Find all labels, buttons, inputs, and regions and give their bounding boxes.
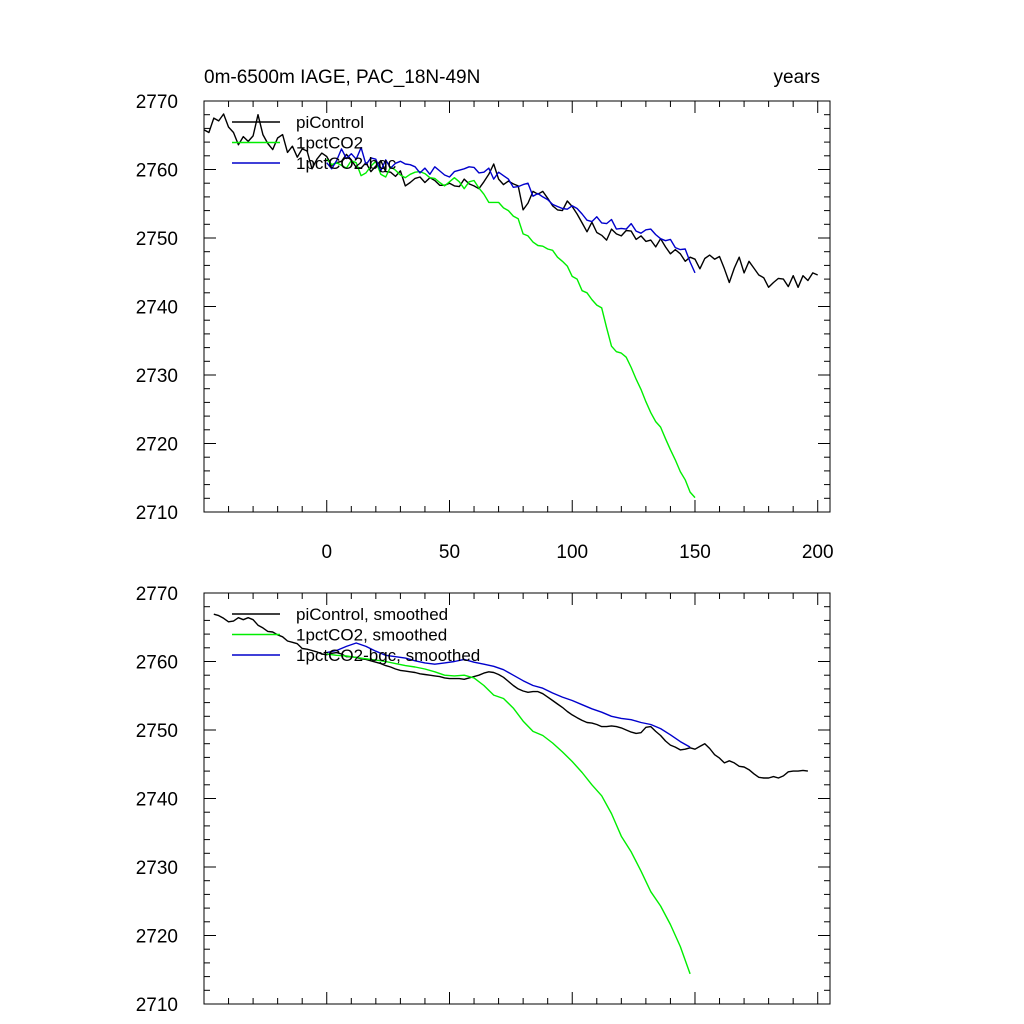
x-tick-label: 50 xyxy=(439,542,460,563)
y-tick-label: 2770 xyxy=(136,584,178,605)
y-tick-label: 2750 xyxy=(136,721,178,742)
series-line-1pctco2-smoothed xyxy=(326,653,691,975)
y-tick-label: 2760 xyxy=(136,653,178,674)
series-line-picontrol-smoothed xyxy=(213,613,808,779)
legend-label-1pctco2-smoothed: 1pctCO2, smoothed xyxy=(296,626,447,645)
bottom-panel: 2710 2720 2730 2740 2750 2760 2770 piControl, s… xyxy=(136,584,831,1016)
y-tick-label: 2710 xyxy=(136,503,178,524)
x-tick-label: 150 xyxy=(679,542,711,563)
legend-label-1pctco2-bgc-smoothed: 1pctCO2-bgc, smoothed xyxy=(296,646,480,665)
top-panel: 2710 2720 2730 2740 2750 2760 2770 0 50 100 150 200… xyxy=(136,67,834,563)
y-tick-label: 2720 xyxy=(136,435,178,456)
series-line-1pctco2 xyxy=(326,158,696,499)
x-tick-label: 0 xyxy=(321,542,332,563)
y-tick-label: 2750 xyxy=(136,229,178,250)
y-tick-label: 2720 xyxy=(136,927,178,948)
y-tick-label: 2740 xyxy=(136,790,178,811)
series-line-1pctco2-bgc xyxy=(326,146,696,274)
y-tick-label: 2710 xyxy=(136,995,178,1016)
legend-label-picontrol: piControl xyxy=(296,113,364,132)
legend-label-picontrol-smoothed: piControl, smoothed xyxy=(296,605,448,624)
y-tick-label: 2760 xyxy=(136,161,178,182)
y-tick-label: 2770 xyxy=(136,92,178,113)
legend-label-1pctco2-bgc: 1pctCO2-bgc xyxy=(296,154,397,173)
y-tick-label: 2730 xyxy=(136,366,178,387)
chart-title: 0m-6500m IAGE, PAC_18N-49N xyxy=(204,67,480,88)
x-tick-label: 200 xyxy=(802,542,834,563)
chart-right-title: years xyxy=(774,67,820,88)
series-line-1pctco2-bgc-smoothed xyxy=(326,642,691,748)
y-tick-label: 2730 xyxy=(136,858,178,879)
y-tick-label: 2740 xyxy=(136,298,178,319)
legend-label-1pctco2: 1pctCO2 xyxy=(296,134,363,153)
x-tick-label: 100 xyxy=(556,542,588,563)
